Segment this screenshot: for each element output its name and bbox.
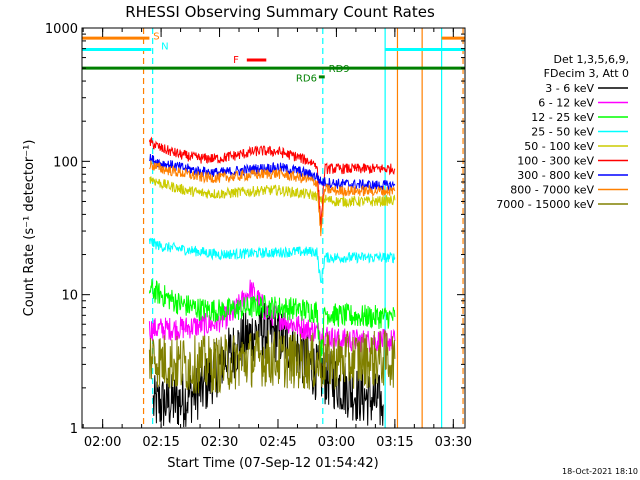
legend-entry-label: 6 - 12 keV xyxy=(538,97,594,110)
y-axis: 1 10 100 1000 xyxy=(45,22,465,437)
legend-entry-label: 12 - 25 keV xyxy=(531,111,594,124)
x-tick-label: 02:00 xyxy=(84,435,121,450)
series-line-1 xyxy=(148,279,396,354)
flag-label-n: N xyxy=(161,41,168,52)
legend-entry-label: 3 - 6 keV xyxy=(545,82,594,95)
x-tick-label: 02:30 xyxy=(201,435,238,450)
y-tick-label: 100 xyxy=(53,155,78,170)
chart-title: RHESSI Observing Summary Count Rates xyxy=(125,3,435,21)
x-tick-label: 02:45 xyxy=(259,435,296,450)
x-tick-label: 03:30 xyxy=(435,435,472,450)
y-tick-label: 10 xyxy=(61,289,78,304)
x-tick-label: 03:15 xyxy=(376,435,413,450)
legend-header-line: Det 1,3,5,6,9, xyxy=(553,53,629,66)
series-line-8 xyxy=(148,330,396,394)
timestamp: 18-Oct-2021 18:10 xyxy=(562,467,638,476)
series-line-7 xyxy=(149,160,396,237)
y-axis-label: Count Rate (s⁻¹ detector⁻¹) xyxy=(22,140,37,317)
flag-label-rd9: RD9 xyxy=(329,64,350,75)
x-axis-label: Start Time (07-Sep-12 01:54:42) xyxy=(167,456,378,471)
legend-entry-label: 800 - 7000 keV xyxy=(510,184,594,197)
series-line-4 xyxy=(149,176,396,208)
y-tick-label: 1000 xyxy=(45,22,78,37)
legend: Det 1,3,5,6,9,FDecim 3, Att 0 3 - 6 keV 6 … xyxy=(496,53,629,211)
flag-label-f: F xyxy=(233,55,239,66)
flag-label-s: S xyxy=(153,31,159,42)
legend-entry-label: 25 - 50 keV xyxy=(531,126,594,139)
series-line-2 xyxy=(148,279,396,367)
x-tick-label: 03:00 xyxy=(318,435,355,450)
legend-entry-label: 50 - 100 keV xyxy=(524,140,594,153)
x-axis: 02:00 02:15 02:30 02:45 03:00 03:15 03:30 xyxy=(82,28,472,450)
y-tick-label: 1 xyxy=(70,422,78,437)
legend-header-line: FDecim 3, Att 0 xyxy=(544,67,629,80)
series-line-5 xyxy=(148,136,396,233)
flag-label-rd6: RD6 xyxy=(296,74,317,85)
plot-area: SN F RD9 RD6 xyxy=(82,28,465,428)
legend-entry-label: 300 - 800 keV xyxy=(517,169,594,182)
series-line-3 xyxy=(148,237,396,283)
plot-frame xyxy=(81,27,466,429)
x-tick-label: 02:15 xyxy=(142,435,179,450)
legend-entry-label: 100 - 300 keV xyxy=(517,155,594,168)
legend-entry-label: 7000 - 15000 keV xyxy=(496,198,594,211)
